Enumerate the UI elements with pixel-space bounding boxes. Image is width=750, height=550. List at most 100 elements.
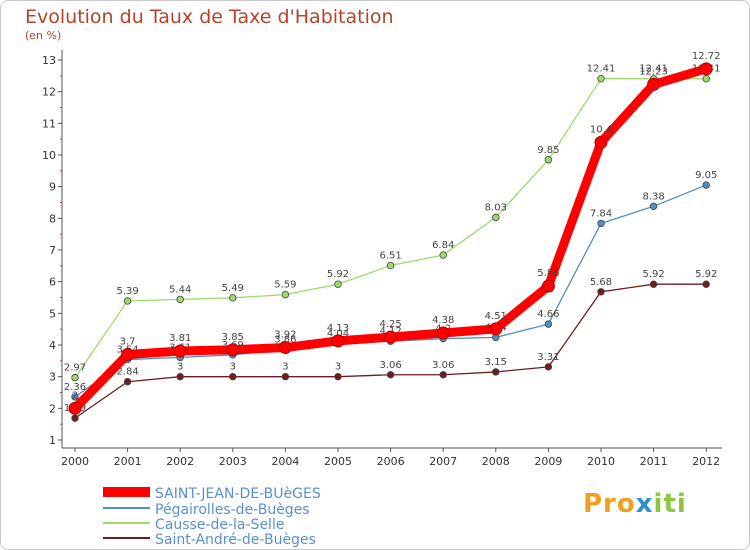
data-point-2 — [281, 290, 290, 299]
data-label-0: 3.85 — [222, 332, 244, 343]
x-tick-label: 2008 — [482, 455, 510, 468]
data-label-3: 3.06 — [379, 360, 401, 371]
data-label-2: 2.97 — [64, 363, 86, 374]
legend-label-3: Saint-André-de-Buèges — [155, 532, 316, 548]
data-label-1: 3.86 — [274, 334, 296, 345]
y-tick-label: 3 — [49, 371, 56, 384]
data-point-1 — [71, 393, 79, 401]
x-tick-label: 2012 — [692, 455, 720, 468]
data-label-3: 5.92 — [642, 269, 664, 280]
data-point-0 — [384, 330, 398, 344]
proxiti-logo: Proxiti — [583, 489, 687, 519]
data-label-2: 9.85 — [537, 145, 559, 156]
data-point-3 — [439, 371, 447, 379]
data-label-2: 8.03 — [485, 202, 507, 213]
y-tick-label: 6 — [49, 276, 56, 289]
data-point-3 — [492, 368, 500, 376]
data-point-2 — [123, 297, 132, 305]
x-tick-label: 2009 — [534, 455, 562, 468]
data-label-3: 3.06 — [432, 360, 454, 371]
data-label-3: 5.68 — [590, 277, 612, 288]
data-label-2: 12.41 — [587, 64, 616, 75]
data-point-1 — [597, 219, 605, 228]
data-point-2 — [544, 156, 553, 164]
data-label-1: 4.04 — [327, 329, 349, 340]
data-label-1: 8.38 — [642, 191, 664, 202]
chart-subtitle: (en %) — [25, 29, 62, 42]
x-tick-label: 2002 — [166, 455, 194, 468]
data-point-2 — [492, 213, 500, 222]
data-point-2 — [439, 251, 447, 259]
data-label-0: 12.72 — [692, 51, 721, 62]
data-point-0 — [647, 77, 661, 91]
data-point-2 — [386, 261, 395, 270]
data-point-3 — [176, 372, 184, 381]
data-label-2: 6.84 — [432, 240, 454, 251]
y-tick-label: 11 — [42, 117, 56, 130]
data-point-2 — [334, 280, 342, 288]
x-tick-label: 2005 — [324, 455, 352, 468]
data-label-0: 5.86 — [537, 268, 559, 279]
data-point-3 — [649, 280, 658, 288]
data-point-3 — [281, 372, 290, 381]
x-tick-label: 2004 — [271, 455, 299, 468]
data-label-0: 3.7 — [120, 337, 136, 348]
data-point-3 — [123, 378, 132, 386]
data-label-0: 4.51 — [485, 311, 507, 322]
data-label-3: 3 — [230, 362, 236, 373]
data-label-2: 5.49 — [222, 283, 244, 294]
data-label-3: 2.84 — [116, 367, 138, 378]
data-point-2 — [597, 74, 605, 83]
x-tick-label: 2006 — [377, 455, 405, 468]
legend-label-2: Causse-de-la-Selle — [155, 517, 284, 533]
data-label-0: 4.25 — [379, 319, 401, 330]
data-point-2 — [176, 295, 184, 304]
data-label-2: 5.92 — [327, 269, 349, 280]
data-label-3: 3 — [282, 362, 288, 373]
y-tick-label: 9 — [49, 181, 56, 194]
data-label-0: 4.13 — [327, 323, 349, 334]
x-tick-label: 2011 — [640, 455, 668, 468]
data-point-0 — [489, 322, 503, 336]
data-point-0 — [173, 344, 187, 358]
data-point-0 — [436, 326, 450, 340]
data-point-3 — [386, 371, 395, 379]
data-label-0: 2 — [72, 390, 78, 401]
data-label-3: 3.15 — [485, 357, 507, 368]
data-label-3: 3 — [335, 362, 341, 373]
data-point-1 — [544, 320, 553, 328]
x-tick-label: 2001 — [114, 455, 142, 468]
data-label-0: 10.4 — [590, 124, 612, 135]
y-tick-label: 5 — [49, 307, 56, 320]
data-point-0 — [331, 334, 345, 348]
data-point-0 — [121, 348, 135, 361]
data-point-3 — [702, 280, 710, 288]
y-tick-label: 2 — [49, 402, 56, 415]
y-tick-label: 4 — [49, 339, 56, 352]
x-tick-label: 2000 — [61, 455, 89, 468]
data-point-3 — [229, 372, 237, 381]
data-label-2: 12.41 — [639, 64, 668, 75]
legend-label-1: Pégairolles-de-Buèges — [155, 502, 310, 518]
x-tick-label: 2003 — [219, 455, 247, 468]
data-point-3 — [597, 288, 605, 296]
data-label-3: 3 — [177, 362, 183, 373]
data-point-2 — [71, 373, 79, 382]
data-point-1 — [649, 202, 658, 210]
data-point-0 — [68, 401, 82, 415]
y-tick-label: 7 — [49, 244, 56, 257]
data-point-0 — [278, 341, 292, 355]
data-label-2: 6.51 — [379, 251, 401, 262]
data-point-1 — [702, 181, 710, 189]
data-label-1: 7.84 — [590, 208, 612, 219]
data-label-3: 3.31 — [537, 352, 559, 363]
y-tick-label: 13 — [42, 54, 56, 67]
y-tick-label: 1 — [49, 434, 56, 447]
x-tick-label: 2007 — [429, 455, 457, 468]
data-label-0: 3.81 — [169, 333, 191, 344]
data-label-0: 4.38 — [432, 315, 454, 326]
x-tick-label: 2010 — [587, 455, 615, 468]
chart-title: Evolution du Taux de Taxe d'Habitation — [25, 6, 394, 28]
data-point-0 — [594, 135, 608, 149]
